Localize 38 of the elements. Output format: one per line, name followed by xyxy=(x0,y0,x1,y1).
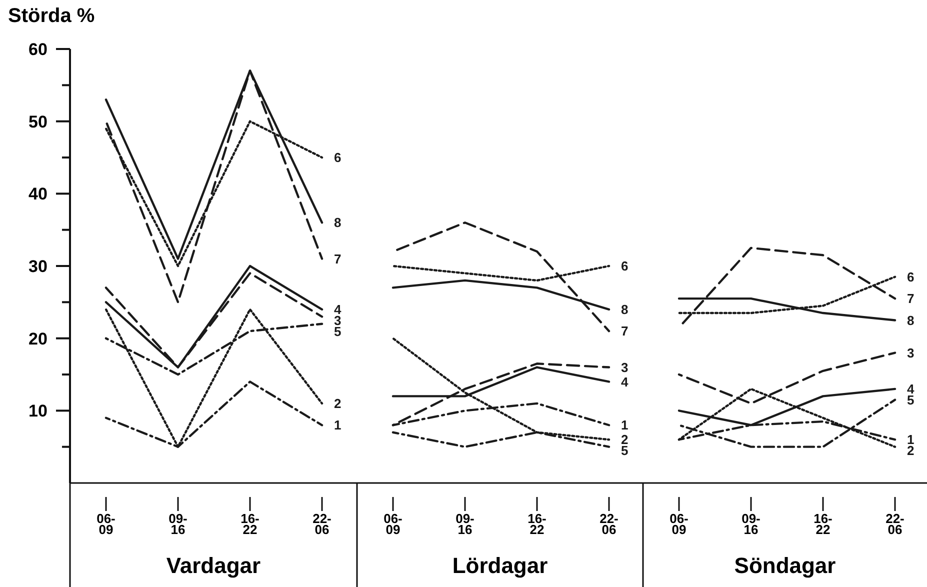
series-label: 1 xyxy=(334,418,342,433)
series-label: 2 xyxy=(907,443,914,458)
x-axis-title: Söndagar xyxy=(734,553,836,578)
y-tick-label: 40 xyxy=(28,184,48,204)
series-label: 7 xyxy=(907,291,914,306)
x-tick-label: 16-22 xyxy=(814,511,832,537)
series-label: 2 xyxy=(334,396,342,411)
series-label: 6 xyxy=(907,269,914,284)
y-tick-label: 10 xyxy=(28,402,48,421)
x-axis-title: Vardagar xyxy=(166,553,262,578)
x-tick-label: 06-09 xyxy=(670,511,688,537)
x-tick-label: 09-16 xyxy=(456,511,474,537)
x-tick-label: 09-16 xyxy=(742,511,760,537)
y-axis-title: Störda % xyxy=(8,5,95,27)
y-tick-label: 60 xyxy=(28,40,48,59)
y-tick-label: 30 xyxy=(28,256,48,276)
series-label: 3 xyxy=(621,360,628,375)
x-tick-label: 16-22 xyxy=(240,511,260,537)
x-tick-label: 06-09 xyxy=(96,511,116,537)
series-label: 4 xyxy=(621,374,629,390)
x-tick-label: 22-06 xyxy=(600,511,618,537)
series-label: 8 xyxy=(907,312,914,328)
series-label: 6 xyxy=(621,258,628,274)
series-label: 1 xyxy=(621,418,628,433)
x-tick-label: 06-09 xyxy=(384,511,402,537)
series-label: 8 xyxy=(621,302,628,317)
x-tick-label: 16-22 xyxy=(528,511,546,537)
x-tick-label: 22-06 xyxy=(312,511,332,537)
x-tick-label: 09-16 xyxy=(168,511,188,537)
series-label: 3 xyxy=(907,345,914,360)
series-label: 8 xyxy=(334,215,342,230)
series-label: 6 xyxy=(334,150,342,166)
series-label: 7 xyxy=(621,324,628,339)
x-axis-title: Lördagar xyxy=(452,553,548,578)
y-tick-label: 50 xyxy=(28,112,48,132)
series-label: 7 xyxy=(334,251,342,266)
y-tick-label: 20 xyxy=(28,329,48,348)
x-tick-label: 22-06 xyxy=(886,511,904,537)
